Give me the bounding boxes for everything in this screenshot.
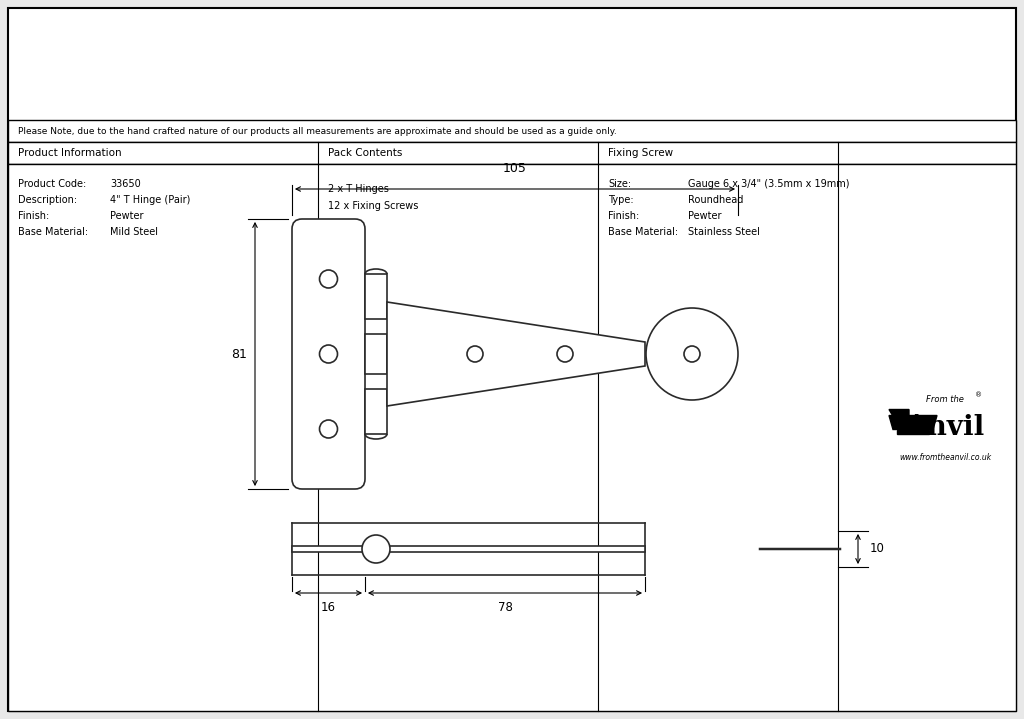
- Circle shape: [319, 420, 338, 438]
- Polygon shape: [387, 302, 645, 406]
- Bar: [365, 546, 645, 552]
- Bar: [365, 334, 387, 374]
- Bar: [8, 142, 1016, 164]
- Text: Anvil: Anvil: [905, 414, 985, 441]
- Text: Please Note, due to the hand crafted nature of our products all measurements are: Please Note, due to the hand crafted nat…: [18, 127, 616, 135]
- Circle shape: [319, 270, 338, 288]
- Polygon shape: [897, 429, 929, 434]
- Circle shape: [646, 308, 738, 400]
- Bar: [8, 164, 1016, 711]
- Text: Base Material:: Base Material:: [608, 227, 678, 237]
- Text: Pewter: Pewter: [688, 211, 722, 221]
- Text: 33650: 33650: [110, 179, 140, 189]
- Text: Description:: Description:: [18, 195, 77, 205]
- Text: Roundhead: Roundhead: [688, 195, 743, 205]
- Text: Product Information: Product Information: [18, 148, 122, 158]
- Text: 78: 78: [498, 601, 512, 614]
- Text: Base Material:: Base Material:: [18, 227, 88, 237]
- Text: Product Code:: Product Code:: [18, 179, 86, 189]
- Text: 81: 81: [231, 347, 247, 360]
- Text: Mild Steel: Mild Steel: [110, 227, 158, 237]
- Text: Fixing Screw: Fixing Screw: [608, 148, 673, 158]
- Bar: [292, 546, 365, 552]
- Text: 10: 10: [870, 543, 885, 556]
- Circle shape: [684, 346, 700, 362]
- Text: 12 x Fixing Screws: 12 x Fixing Screws: [328, 201, 419, 211]
- Text: From the: From the: [926, 395, 964, 404]
- Polygon shape: [889, 416, 937, 429]
- Text: ®: ®: [976, 393, 983, 398]
- Text: Pack Contents: Pack Contents: [328, 148, 402, 158]
- Text: Stainless Steel: Stainless Steel: [688, 227, 760, 237]
- Bar: [8, 120, 1016, 142]
- Circle shape: [467, 346, 483, 362]
- Circle shape: [319, 345, 338, 363]
- Text: www.fromtheanvil.co.uk: www.fromtheanvil.co.uk: [899, 453, 991, 462]
- Polygon shape: [889, 410, 909, 419]
- Circle shape: [557, 346, 573, 362]
- Text: 2 x T Hinges: 2 x T Hinges: [328, 184, 389, 194]
- Bar: [365, 389, 387, 434]
- Text: Type:: Type:: [608, 195, 634, 205]
- Text: Pewter: Pewter: [110, 211, 143, 221]
- Text: Gauge 6 x 3/4" (3.5mm x 19mm): Gauge 6 x 3/4" (3.5mm x 19mm): [688, 179, 850, 189]
- Text: Finish:: Finish:: [18, 211, 49, 221]
- Text: 105: 105: [503, 162, 527, 175]
- Bar: [365, 274, 387, 319]
- Text: Finish:: Finish:: [608, 211, 639, 221]
- Text: Size:: Size:: [608, 179, 631, 189]
- Text: 16: 16: [321, 601, 336, 614]
- Circle shape: [362, 535, 390, 563]
- Text: 4" T Hinge (Pair): 4" T Hinge (Pair): [110, 195, 190, 205]
- FancyBboxPatch shape: [292, 219, 365, 489]
